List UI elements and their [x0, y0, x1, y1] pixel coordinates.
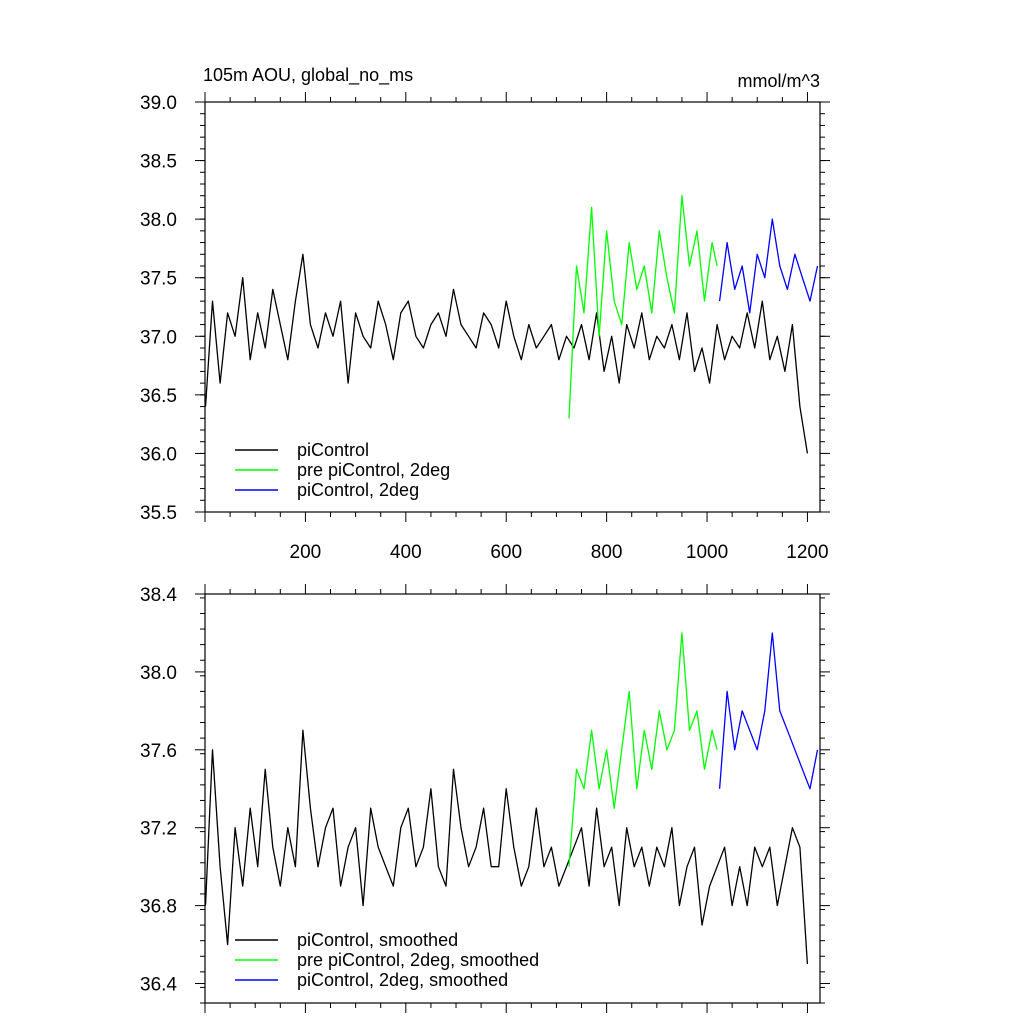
series-line	[568, 195, 718, 419]
y-tick-label: 38.0	[140, 663, 177, 684]
chart-title: 105m AOU, global_no_ms	[203, 65, 413, 86]
legend-label: piControl, 2deg, smoothed	[297, 970, 508, 990]
x-tick-label: 600	[490, 542, 522, 563]
y-tick-label: 36.8	[140, 897, 177, 918]
y-tick-label: 38.4	[140, 585, 177, 606]
x-tick-label: 1200	[786, 542, 828, 563]
bottom-panel: 36.4 36.8 37.2 37.6 38.0 38.4 piControl, smoot…	[140, 584, 830, 1013]
y-tick-label: 37.0	[140, 327, 177, 348]
legend-label: piControl, smoothed	[297, 930, 458, 950]
legend-label: pre piControl, 2deg	[297, 460, 450, 480]
y-tick-label: 39.0	[140, 93, 177, 114]
plot-frame	[204, 593, 821, 1004]
x-tick-label: 200	[290, 542, 322, 563]
y-tick-label: 36.4	[140, 975, 177, 996]
series-line	[568, 632, 718, 867]
y-tick-label: 38.5	[140, 152, 177, 173]
y-tick-label: 35.5	[140, 503, 177, 524]
y-tick-label: 36.5	[140, 386, 177, 407]
legend-label: piControl, 2deg	[297, 480, 419, 500]
y-tick-label: 37.5	[140, 269, 177, 290]
y-tick-label: 38.0	[140, 210, 177, 231]
x-tick-label: 800	[591, 542, 623, 563]
plot-frame	[204, 101, 821, 513]
y-tick-label: 36.0	[140, 444, 177, 465]
series-line	[204, 253, 809, 454]
x-tick-label: 400	[390, 542, 422, 563]
y-tick-label: 37.6	[140, 741, 177, 762]
series-line	[204, 729, 809, 965]
x-tick-label: 1000	[686, 542, 728, 563]
top-panel: 35.5 36.0 36.5 37.0 37.5 38.0 38.5 39.0 200 400 60…	[140, 92, 830, 563]
series-line	[718, 218, 819, 314]
legend-label: piControl	[297, 440, 369, 460]
series-line	[718, 632, 819, 790]
units-label: mmol/m^3	[738, 71, 820, 91]
y-tick-label: 37.2	[140, 819, 177, 840]
legend-label: pre piControl, 2deg, smoothed	[297, 950, 539, 970]
